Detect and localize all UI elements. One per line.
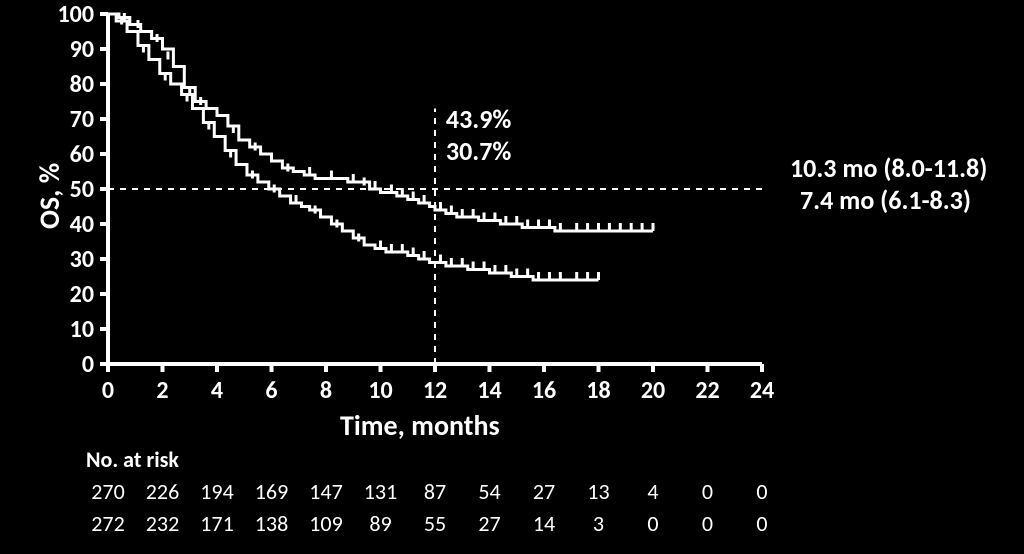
annotation-12mo-top: 43.9% (446, 103, 511, 135)
annotation-12mo-bot: 30.7% (446, 135, 511, 167)
y-tick-label: 50 (70, 175, 94, 204)
y-tick-label: 40 (70, 210, 94, 239)
risk-cell: 0 (736, 510, 788, 537)
x-tick-label: 0 (94, 376, 122, 405)
x-axis-title: Time, months (340, 408, 500, 443)
y-tick-label: 30 (70, 245, 94, 274)
risk-cell: 14 (518, 510, 570, 537)
x-tick-label: 8 (312, 376, 340, 405)
km-curve-arm-a (108, 14, 653, 231)
risk-cell: 0 (682, 510, 734, 537)
risk-cell: 0 (627, 510, 679, 537)
annotation-12mo-top-text: 43.9% (446, 103, 511, 135)
risk-cell: 13 (573, 478, 625, 505)
risk-cell: 131 (355, 478, 407, 505)
risk-cell: 27 (518, 478, 570, 505)
risk-cell: 194 (191, 478, 243, 505)
risk-cell: 3 (573, 510, 625, 537)
y-tick-label: 10 (70, 315, 94, 344)
y-tick-label: 80 (70, 70, 94, 99)
y-tick-label: 0 (82, 350, 94, 379)
risk-cell: 27 (464, 510, 516, 537)
risk-cell: 4 (627, 478, 679, 505)
risk-cell: 272 (82, 510, 134, 537)
km-curve-arm-b (108, 14, 599, 280)
x-tick-label: 6 (258, 376, 286, 405)
risk-cell: 138 (246, 510, 298, 537)
risk-cell: 55 (409, 510, 461, 537)
risk-cell: 0 (682, 478, 734, 505)
x-tick-label: 14 (476, 376, 504, 405)
risk-cell: 270 (82, 478, 134, 505)
annotation-median-top-text: 10.3 mo (8.0-11.8) (790, 152, 987, 184)
risk-cell: 232 (137, 510, 189, 537)
risk-cell: 169 (246, 478, 298, 505)
x-tick-label: 20 (639, 376, 667, 405)
risk-cell: 0 (736, 478, 788, 505)
x-tick-label: 10 (367, 376, 395, 405)
annotation-median-top: 10.3 mo (8.0-11.8) (790, 152, 987, 184)
y-tick-label: 20 (70, 280, 94, 309)
risk-cell: 147 (300, 478, 352, 505)
x-axis-title-text: Time, months (340, 408, 500, 443)
x-tick-label: 24 (748, 376, 776, 405)
x-tick-label: 18 (585, 376, 613, 405)
risk-cell: 109 (300, 510, 352, 537)
risk-table-label: No. at risk (86, 446, 179, 473)
risk-cell: 54 (464, 478, 516, 505)
x-tick-label: 12 (421, 376, 449, 405)
y-axis-title-text: OS, % (32, 163, 67, 229)
risk-cell: 87 (409, 478, 461, 505)
y-tick-label: 100 (58, 0, 95, 29)
y-tick-label: 90 (70, 35, 94, 64)
y-axis-title: OS, % (32, 163, 67, 229)
annotation-median-bot-text: 7.4 mo (6.1-8.3) (800, 184, 971, 216)
x-tick-label: 2 (149, 376, 177, 405)
risk-table-label-text: No. at risk (86, 446, 179, 473)
y-tick-label: 70 (70, 105, 94, 134)
x-tick-label: 16 (530, 376, 558, 405)
y-tick-label: 60 (70, 140, 94, 169)
risk-cell: 171 (191, 510, 243, 537)
risk-cell: 226 (137, 478, 189, 505)
annotation-12mo-bot-text: 30.7% (446, 135, 511, 167)
x-tick-label: 22 (694, 376, 722, 405)
annotation-median-bot: 7.4 mo (6.1-8.3) (800, 184, 971, 216)
x-tick-label: 4 (203, 376, 231, 405)
risk-cell: 89 (355, 510, 407, 537)
